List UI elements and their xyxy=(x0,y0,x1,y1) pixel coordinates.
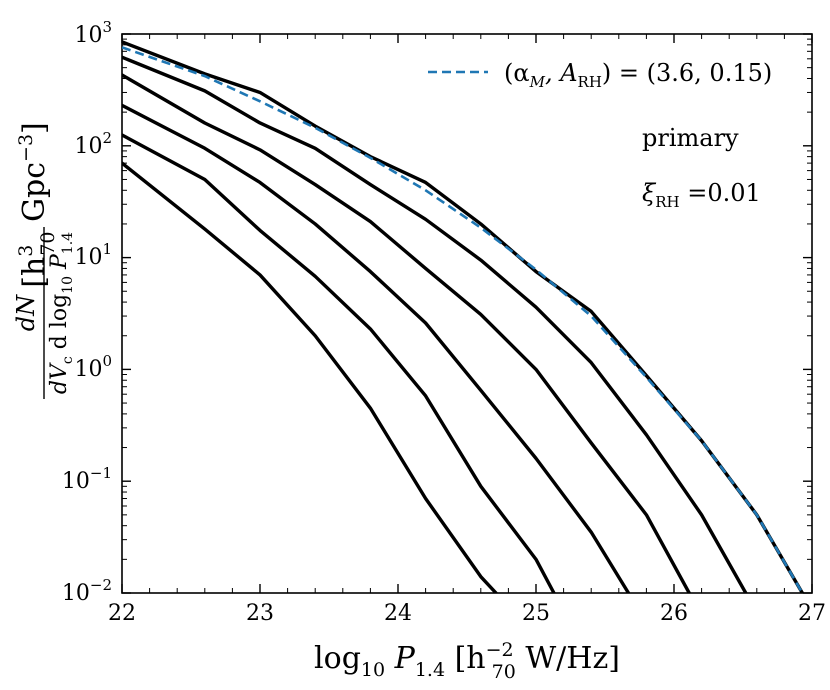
series-line-black-4 xyxy=(122,103,631,593)
legend-label: (αM, ARH) = (3.6, 0.15) xyxy=(504,59,772,91)
series-line-dashed-blue xyxy=(122,46,804,593)
y-axis-title-numerator: dN xyxy=(12,294,40,331)
series-line-black-3 xyxy=(122,73,691,593)
y-tick-label-1e-2: 10−2 xyxy=(62,576,112,606)
legend: (αM, ARH) = (3.6, 0.15) xyxy=(428,59,772,91)
x-tick-label-27: 27 xyxy=(798,601,826,626)
y-tick-label-1e0: 100 xyxy=(74,352,112,382)
series-line-black-2 xyxy=(122,55,748,593)
x-tick-label-24: 24 xyxy=(384,601,412,626)
y-tick-label-1e2: 102 xyxy=(74,129,112,159)
x-tick-label-22: 22 xyxy=(108,601,136,626)
annotation-xi-rh: ξRH =0.01 xyxy=(642,179,761,211)
series-group xyxy=(122,40,805,593)
y-tick-label-1e-1: 10−1 xyxy=(62,464,112,494)
y-axis-title-unit: [h370 Gpc−3] xyxy=(15,122,59,288)
plot-frame xyxy=(121,33,813,594)
axis-ticks xyxy=(121,33,813,594)
x-tick-label-23: 23 xyxy=(246,601,274,626)
series-line-black-1 xyxy=(122,40,805,593)
x-tick-labels: 22 23 24 25 26 27 xyxy=(108,601,826,626)
x-axis-title: log10 P1.4 [h−2 70 W/Hz] xyxy=(314,639,620,683)
y-axis-title: dN dVc d log10 P1.4 [h370 Gpc−3] xyxy=(12,122,76,399)
y-axis-title-denominator: dVc d log10 P1.4 xyxy=(47,232,76,394)
x-tick-label-26: 26 xyxy=(660,601,688,626)
y-tick-labels: 10−2 10−1 100 101 102 103 xyxy=(62,18,112,606)
y-tick-label-1e3: 103 xyxy=(74,18,112,48)
series-line-black-6 xyxy=(122,161,498,593)
x-tick-label-25: 25 xyxy=(522,601,550,626)
y-tick-label-1e1: 101 xyxy=(74,240,112,270)
annotation-primary: primary xyxy=(642,124,739,152)
series-line-black-5 xyxy=(122,133,556,593)
